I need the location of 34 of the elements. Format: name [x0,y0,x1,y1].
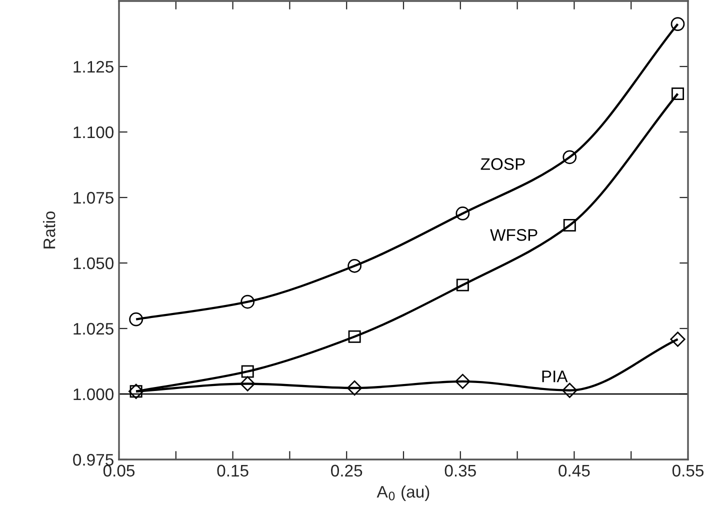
y-tick-label: 1.025 [74,322,114,335]
y-tick-label: 1.125 [74,60,114,73]
point [348,258,362,273]
point [455,374,470,389]
x-tick-label: 0.15 [217,464,248,477]
x-tick-label: 0.55 [672,464,704,477]
x-tick-label: 0.35 [444,464,476,477]
point [670,17,685,31]
point [672,88,684,100]
y-tick-label: 1.075 [74,192,114,204]
point [240,294,255,309]
x-axis-title: A$_{0}$ (au) [376,485,430,501]
point [240,376,256,392]
x-tick-label: 0.45 [558,464,590,477]
point [241,365,254,378]
point [562,150,577,164]
point [562,382,578,398]
y-axis-title: Ratio [43,211,56,248]
series-label: WFSP [490,229,538,241]
point [348,330,361,343]
y-tick-label: 1.050 [74,257,114,270]
x-tick-label: 0.05 [103,464,135,477]
point [456,278,469,292]
x-tick-label: 0.25 [331,464,362,477]
series-label: ZOSP [480,158,525,170]
point [456,206,470,220]
y-tick-label: 1.100 [74,126,114,138]
point [129,312,144,326]
point [563,219,576,232]
series-label: PIA [542,370,568,382]
point [670,332,686,347]
point [346,380,362,396]
y-tick-label: 0.975 [73,454,114,466]
y-tick-label: 1.000 [74,388,114,400]
